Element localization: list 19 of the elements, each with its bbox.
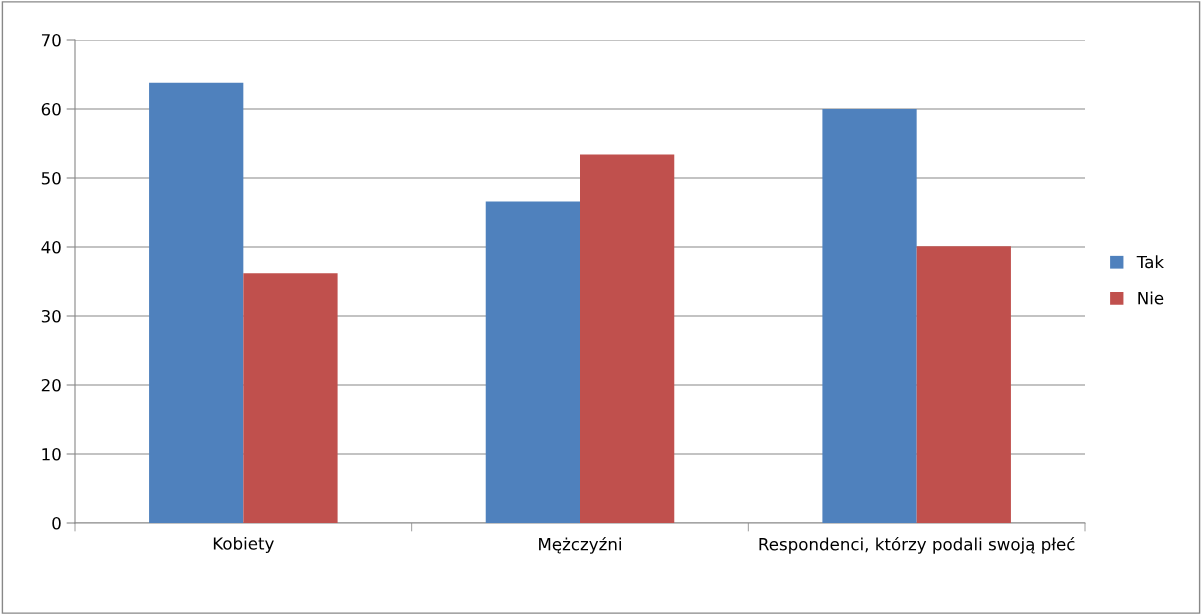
y-tick-label: 50 [41, 171, 61, 185]
bar [822, 109, 917, 523]
y-tick-label: 70 [41, 33, 61, 47]
x-tick-label: Respondenci, którzy podali swoją płeć [759, 536, 1075, 554]
y-tick-label: 60 [41, 102, 61, 116]
x-tick-label: Kobiety [213, 536, 274, 554]
bar [580, 154, 675, 523]
y-tick-label: 40 [41, 240, 61, 254]
y-tick-label: 30 [41, 309, 61, 323]
y-tick-label: 20 [41, 378, 61, 392]
bar [243, 273, 338, 523]
bar [485, 201, 580, 523]
bar [916, 246, 1011, 523]
legend-label: Nie [1138, 291, 1164, 305]
y-tick-label: 0 [52, 516, 61, 530]
x-tick-label: Mężczyźni [539, 536, 621, 554]
bar [149, 82, 244, 523]
y-tick-label: 10 [42, 447, 61, 461]
legend-label: Tak [1136, 255, 1165, 269]
